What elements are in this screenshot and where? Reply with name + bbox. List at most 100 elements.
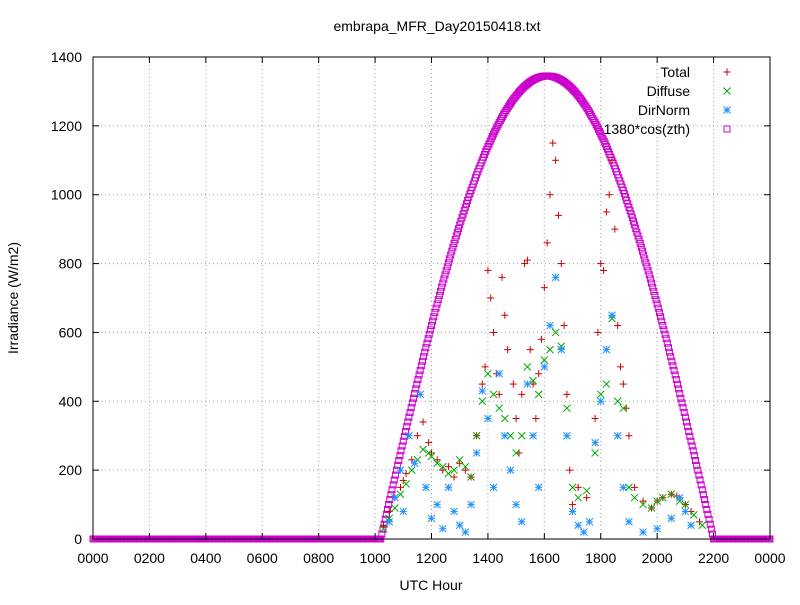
cos-zenith-point	[651, 291, 659, 299]
dirnorm-point	[478, 387, 487, 395]
cos-zenith-point	[666, 348, 674, 356]
dirnorm-point	[396, 466, 405, 474]
cos-zenith-point	[635, 236, 643, 244]
dirnorm-point	[613, 431, 622, 440]
diffuse-point	[619, 404, 628, 413]
total-point	[554, 211, 562, 219]
total-point	[591, 415, 599, 422]
dirnorm-point	[385, 517, 394, 526]
y-tick-label: 400	[59, 393, 83, 409]
cos-zenith-point	[425, 330, 433, 338]
cos-zenith-point	[675, 385, 683, 393]
y-axis-label: Irradiance (W/m2)	[5, 242, 21, 354]
total-point	[619, 380, 627, 388]
x-tick-label: 1400	[472, 550, 503, 566]
dirnorm-point	[540, 363, 549, 371]
cos-zenith-point	[388, 486, 396, 494]
cos-zenith-point	[420, 353, 428, 361]
dirnorm-point	[625, 517, 633, 526]
dirnorm-point	[512, 500, 520, 509]
cos-zenith-point	[423, 339, 431, 347]
dirnorm-point	[608, 311, 616, 320]
diffuse-point	[402, 480, 410, 488]
diffuse-point	[433, 459, 441, 468]
cos-zenith-point	[450, 239, 458, 247]
cos-zenith-point	[492, 125, 500, 133]
x-tick-label: 1800	[585, 550, 616, 566]
total-point	[543, 239, 551, 247]
diffuse-point	[461, 462, 470, 471]
y-tick-label: 1400	[51, 49, 82, 65]
total-point	[501, 311, 509, 319]
cos-zenith-point	[391, 471, 399, 479]
diffuse-point	[667, 490, 676, 499]
diffuse-point	[467, 473, 475, 481]
total-point	[487, 294, 495, 302]
cos-zenith-point	[421, 348, 429, 356]
cos-zenith-point	[672, 376, 680, 384]
cos-zenith-point	[434, 296, 442, 304]
cos-zenith-point	[387, 491, 395, 499]
cos-zenith-point	[431, 308, 439, 316]
cos-zenith-point	[592, 121, 600, 129]
cos-zenith-point	[452, 232, 460, 240]
cos-zenith-point	[428, 321, 435, 329]
total-point	[639, 497, 647, 505]
diffuse-point	[698, 521, 707, 530]
cos-zenith-point	[650, 287, 658, 295]
diffuse-point	[472, 431, 481, 440]
cos-zenith-point	[640, 251, 648, 259]
dirnorm-point	[675, 493, 684, 502]
cos-zenith-point	[673, 380, 681, 388]
total-point	[583, 494, 591, 502]
cos-zenith-point	[424, 335, 432, 343]
total-point	[484, 266, 492, 274]
total-point	[495, 390, 503, 398]
cos-zenith-point	[705, 515, 713, 523]
diffuse-point	[489, 390, 498, 399]
cos-zenith-point	[447, 251, 455, 259]
diffuse-point	[390, 504, 399, 512]
cos-zenith-point	[668, 357, 676, 365]
cos-zenith-point	[649, 283, 657, 291]
cos-zenith-point	[438, 283, 446, 291]
total-point	[616, 363, 624, 371]
cos-zenith-point	[399, 437, 407, 445]
dirnorm-point	[444, 483, 453, 492]
cos-zenith-point	[449, 243, 457, 251]
diffuse-point	[427, 452, 436, 461]
cos-zenith-point	[702, 501, 710, 509]
total-point	[566, 466, 574, 474]
dirnorm-point	[438, 524, 447, 533]
diffuse-point	[529, 376, 537, 385]
diffuse-point	[419, 445, 427, 454]
cos-zenith-point	[627, 210, 635, 218]
dirnorm-point	[399, 507, 408, 516]
total-point	[597, 260, 605, 268]
cos-zenith-point	[698, 486, 706, 494]
cos-zenith-point	[432, 304, 440, 312]
cos-zenith-point	[658, 317, 666, 325]
dirnorm-point	[579, 528, 588, 536]
total-point	[498, 273, 506, 281]
total-point	[538, 335, 546, 343]
cos-zenith-point	[664, 344, 672, 352]
dirnorm-point	[390, 493, 399, 502]
dirnorm-point	[563, 431, 571, 440]
cos-zenith-point	[415, 371, 423, 379]
cos-zenith-point	[642, 259, 650, 267]
diffuse-point	[647, 504, 656, 512]
y-tick-label: 600	[59, 324, 83, 340]
dirnorm-point	[495, 369, 504, 378]
diffuse-point	[653, 497, 662, 505]
y-tick-label: 800	[59, 256, 83, 272]
cos-zenith-point	[437, 287, 445, 295]
cos-zenith-point	[487, 135, 495, 143]
total-point	[523, 256, 531, 264]
cos-zenith-point	[680, 408, 688, 416]
total-point	[504, 346, 512, 354]
x-tick-label: 1200	[416, 550, 447, 566]
cos-zenith-point	[695, 471, 703, 479]
cos-zenith-point	[690, 452, 698, 460]
dirnorm-point	[546, 321, 554, 330]
